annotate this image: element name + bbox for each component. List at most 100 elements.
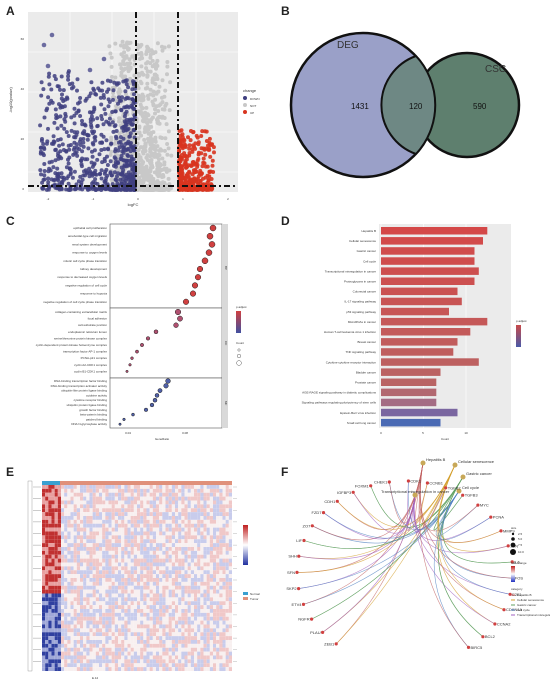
heatmap-cell — [213, 497, 216, 501]
heatmap-cell — [48, 493, 51, 497]
heatmap-cell — [58, 570, 61, 574]
cnet-gene-node — [297, 587, 300, 590]
heatmap-cell — [131, 625, 134, 629]
heatmap-cell — [204, 617, 207, 621]
heatmap-cell — [42, 613, 45, 617]
heatmap-cell — [124, 497, 127, 501]
heatmap-cell — [185, 520, 188, 524]
heatmap-cell — [134, 644, 137, 648]
kegg-term-label: Colorectal cancer — [353, 290, 376, 294]
heatmap-cell — [210, 628, 213, 632]
heatmap-cell — [213, 628, 216, 632]
heatmap-cell — [109, 597, 112, 601]
heatmap-cell — [86, 605, 89, 609]
heatmap-cell — [200, 636, 203, 640]
heatmap-cell — [99, 489, 102, 493]
heatmap-cell — [90, 570, 93, 574]
heatmap-cell — [80, 559, 83, 563]
heatmap-cell — [52, 648, 55, 652]
heatmap-cell — [194, 601, 197, 605]
heatmap-cell — [124, 508, 127, 512]
heatmap-cell — [223, 605, 226, 609]
heatmap-cell — [118, 632, 121, 636]
heatmap-cell — [143, 586, 146, 590]
heatmap-cell — [156, 652, 159, 656]
heatmap-cell — [45, 508, 48, 512]
heatmap-cell — [109, 628, 112, 632]
heatmap-cell — [197, 628, 200, 632]
heatmap-cell — [45, 501, 48, 505]
heatmap-cell — [150, 485, 153, 489]
heatmap-cell — [102, 632, 105, 636]
heatmap-cell — [131, 516, 134, 520]
heatmap-cell — [150, 659, 153, 663]
heatmap-cell — [216, 628, 219, 632]
heatmap-cell — [200, 508, 203, 512]
heatmap-cell — [74, 524, 77, 528]
volcano-ytick: 60 — [21, 37, 25, 41]
heatmap-cell — [71, 555, 74, 559]
heatmap-cell — [131, 497, 134, 501]
heatmap-cell — [93, 582, 96, 586]
heatmap-cell — [61, 636, 64, 640]
heatmap-cell — [147, 605, 150, 609]
heatmap-cell — [61, 516, 64, 520]
heatmap-cell — [45, 663, 48, 667]
heatmap-cell — [210, 535, 213, 539]
heatmap-cell — [175, 504, 178, 508]
heatmap-cell — [137, 601, 140, 605]
heatmap-cell — [210, 663, 213, 667]
heatmap-cell — [175, 497, 178, 501]
heatmap-cell — [226, 539, 229, 543]
heatmap-cell — [93, 667, 96, 671]
heatmap-cell — [156, 535, 159, 539]
heatmap-cell — [96, 597, 99, 601]
heatmap-cell — [128, 535, 131, 539]
heatmap-cell — [162, 636, 165, 640]
heatmap-cell — [143, 656, 146, 660]
heatmap-cell — [169, 512, 172, 516]
heatmap-cell — [83, 535, 86, 539]
heatmap-cell — [210, 504, 213, 508]
heatmap-cell — [52, 524, 55, 528]
heatmap-cell — [213, 659, 216, 663]
heatmap-cell — [96, 497, 99, 501]
heatmap-cell — [175, 574, 178, 578]
heatmap-cell — [200, 570, 203, 574]
heatmap-cell — [90, 586, 93, 590]
heatmap-cell — [200, 547, 203, 551]
heatmap-cell — [156, 539, 159, 543]
kegg-xtick-5: 5 — [422, 431, 424, 435]
heatmap-cell — [147, 594, 150, 598]
heatmap-cell — [124, 644, 127, 648]
heatmap-cell — [58, 597, 61, 601]
heatmap-cell — [210, 547, 213, 551]
heatmap-cell — [213, 485, 216, 489]
heatmap-cell — [204, 501, 207, 505]
heatmap-cell — [99, 574, 102, 578]
heatmap-cell — [147, 559, 150, 563]
panel-label-a: A — [6, 4, 15, 18]
heatmap-cell — [226, 586, 229, 590]
heatmap-cell — [204, 648, 207, 652]
heatmap-cell — [172, 613, 175, 617]
heatmap-cell — [67, 570, 70, 574]
heatmap-cell — [93, 605, 96, 609]
heatmap-cell — [121, 555, 124, 559]
heatmap-cell — [99, 636, 102, 640]
heatmap-cell — [118, 582, 121, 586]
heatmap-cell — [55, 605, 58, 609]
heatmap-cell — [58, 613, 61, 617]
heatmap-cell — [166, 551, 169, 555]
heatmap-cell — [172, 636, 175, 640]
heatmap-cell — [213, 551, 216, 555]
heatmap-cell — [137, 508, 140, 512]
heatmap-cell — [207, 644, 210, 648]
heatmap-cell — [134, 640, 137, 644]
go-term-label: kidney development — [80, 267, 107, 271]
heatmap-cell — [121, 559, 124, 563]
heatmap-cell — [67, 501, 70, 505]
heatmap-cell — [124, 594, 127, 598]
heatmap-cell — [204, 566, 207, 570]
heatmap-cell — [42, 520, 45, 524]
